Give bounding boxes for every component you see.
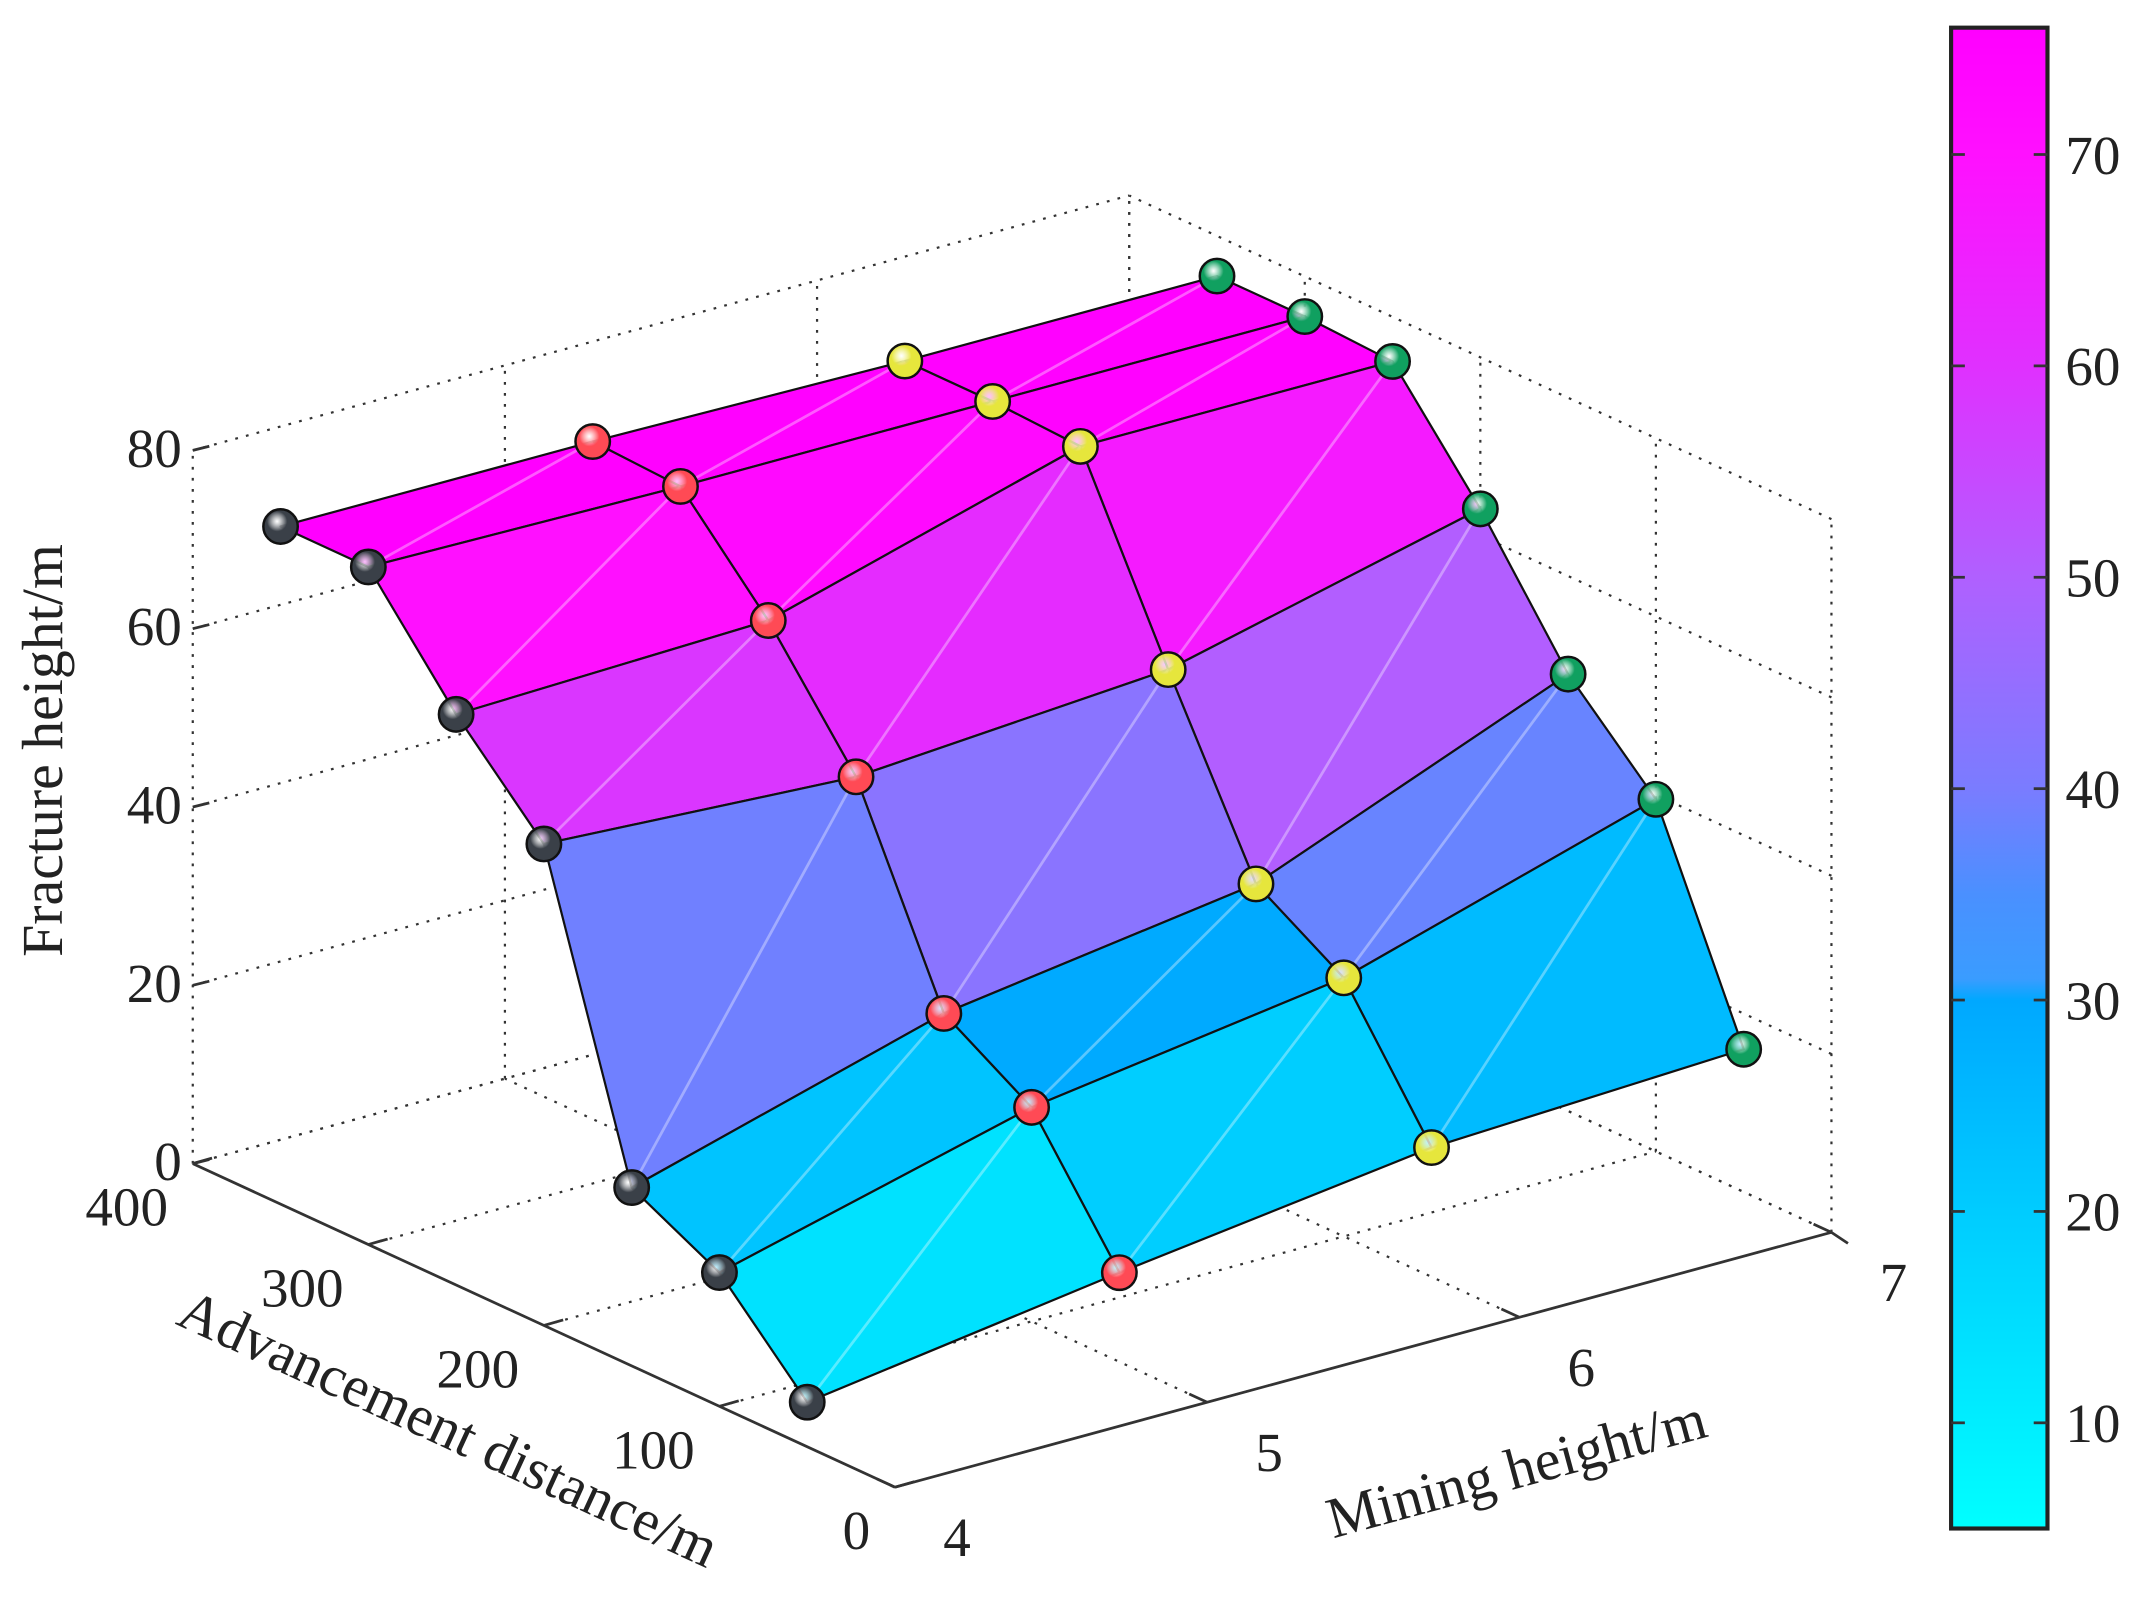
data-point <box>662 467 699 505</box>
data-point <box>1237 865 1275 903</box>
y-tick <box>543 1318 564 1327</box>
data-point <box>886 342 924 380</box>
z-tick-label: 40 <box>127 775 182 836</box>
z-tick <box>192 979 210 987</box>
x-axis-title: Mining height/m <box>1320 1386 1714 1551</box>
grid-line <box>1128 194 1832 521</box>
data-point <box>1286 298 1324 335</box>
y-tick <box>192 1156 213 1165</box>
data-point <box>1725 1030 1763 1068</box>
y-tick <box>719 1399 740 1408</box>
surface-diagonal <box>367 440 594 569</box>
surface-diagonal <box>1167 360 1394 671</box>
colorbar-tick-label: 60 <box>2065 336 2120 397</box>
x-tick-label: 6 <box>1567 1337 1595 1398</box>
surface-diagonal <box>630 776 858 1189</box>
data-point <box>349 548 387 586</box>
data-point <box>437 695 475 733</box>
data-point <box>613 1169 651 1207</box>
data-point <box>788 1383 826 1421</box>
surface-diagonal <box>1118 977 1345 1274</box>
y-tick <box>894 1480 915 1489</box>
colorbar: 10 20 30 40 50 60 70 <box>1949 25 2120 1531</box>
y-tick-label: 100 <box>612 1419 695 1480</box>
z-tick-label: 60 <box>127 596 182 657</box>
surface-diagonal <box>679 359 906 488</box>
z-tick-label: 0 <box>154 1131 182 1192</box>
data-point <box>1413 1129 1450 1167</box>
z-tick-label: 80 <box>127 418 182 479</box>
surface-diagonal <box>542 619 770 845</box>
colorbar-tick-label: 70 <box>2065 125 2120 186</box>
grid-line <box>192 194 1130 452</box>
surface-diagonal <box>1079 315 1306 448</box>
y-tick-label: 400 <box>85 1177 168 1238</box>
z-tick <box>192 444 210 452</box>
surface-diagonal <box>806 1106 1033 1404</box>
colorbar-tick-label: 50 <box>2065 548 2120 609</box>
z-tick-label: 20 <box>127 953 182 1014</box>
surface-diagonal <box>1030 882 1257 1109</box>
surface-diagonal <box>854 445 1082 778</box>
data-point <box>1100 1254 1138 1292</box>
data-point <box>1374 342 1412 380</box>
data-point <box>925 994 963 1032</box>
data-point <box>1461 490 1499 528</box>
z-tick <box>192 801 210 809</box>
axes: 0 20 40 60 80 0 100 200 300 400 4 5 6 7 <box>85 418 1907 1568</box>
z-tick <box>192 623 210 631</box>
x-axis-line <box>1830 1231 1849 1245</box>
colorbar-tick-label: 40 <box>2065 759 2120 820</box>
z-axis-title: Fracture height/m <box>10 544 75 957</box>
data-point <box>1149 651 1187 689</box>
data-markers <box>262 257 1763 1421</box>
x-tick <box>1812 1222 1833 1234</box>
surface-diagonal <box>767 400 994 622</box>
y-tick-label: 300 <box>261 1257 344 1318</box>
colorbar-tick-label: 20 <box>2065 1182 2120 1243</box>
colorbar-tick-label: 30 <box>2065 970 2120 1031</box>
x-tick-label: 4 <box>943 1507 971 1568</box>
data-point <box>837 758 875 796</box>
x-axis-line <box>894 1231 1832 1489</box>
data-point <box>749 602 787 639</box>
data-point <box>1549 655 1587 693</box>
surface-diagonal <box>1342 673 1570 979</box>
surface-diagonal <box>455 485 682 716</box>
surface <box>279 274 1745 1404</box>
y-tick <box>367 1237 388 1246</box>
data-point <box>525 825 563 863</box>
data-point <box>262 508 299 545</box>
data-point <box>1198 257 1236 295</box>
surface-diagonal <box>1430 798 1658 1149</box>
surface-diagonal <box>942 668 1170 1015</box>
x-tick <box>1188 1392 1208 1404</box>
x-tick-label: 7 <box>1880 1252 1908 1313</box>
data-point <box>1061 427 1099 465</box>
data-point <box>574 423 612 460</box>
surface-diagonal <box>1254 508 1482 885</box>
data-point <box>1637 780 1675 818</box>
y-tick-label: 0 <box>843 1500 871 1561</box>
y-tick-label: 200 <box>437 1338 520 1399</box>
x-tick-label: 5 <box>1255 1422 1283 1483</box>
colorbar-tick-label: 10 <box>2065 1393 2120 1454</box>
grid-line <box>719 1150 1657 1408</box>
data-point <box>974 383 1012 420</box>
data-point <box>1013 1088 1051 1126</box>
surface-diagonal <box>991 274 1218 403</box>
x-tick <box>876 1477 896 1489</box>
data-point <box>700 1254 738 1292</box>
data-point <box>1325 959 1363 997</box>
surface-diagonal <box>718 1012 945 1274</box>
x-tick <box>1500 1307 1520 1319</box>
colorbar-bar <box>1949 25 2050 1531</box>
